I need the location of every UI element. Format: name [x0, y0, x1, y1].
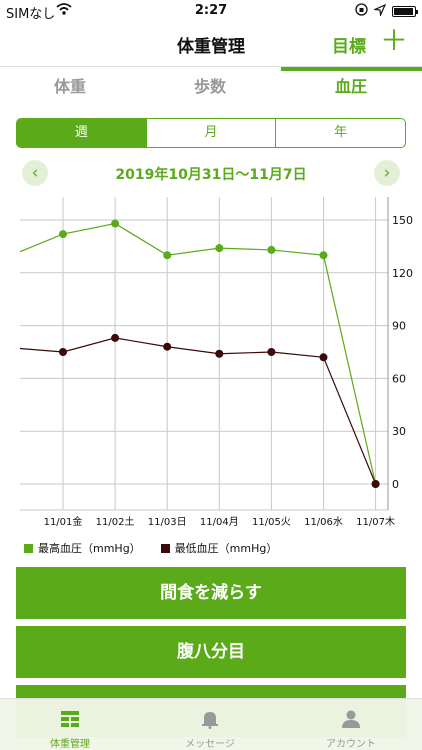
x-tick-label: 11/06水 [304, 516, 343, 528]
location-icon [372, 3, 387, 20]
battery-icon [392, 6, 418, 17]
goal-moderate-eating-button[interactable]: 腹八分目 [16, 626, 406, 678]
goal-reduce-snacks-button[interactable]: 間食を減らす [16, 567, 406, 619]
period-navigator: ‹ 2019年10月31日～11月7日 › [0, 158, 422, 188]
rotation-lock-icon [355, 3, 368, 20]
legend-diastolic: 最低血圧（mmHg） [160, 540, 278, 556]
data-point [163, 251, 172, 260]
prev-period-button[interactable]: ‹ [22, 160, 48, 186]
y-tick-label: 0 [392, 478, 399, 491]
period-label: 2019年10月31日～11月7日 [115, 167, 307, 183]
x-tick-label: 11/04月 [200, 516, 239, 528]
tab-steps[interactable]: 歩数 [193, 77, 226, 96]
clock: 2:27 [194, 3, 228, 18]
bottom-tab-account-label: アカウント [326, 739, 376, 750]
tab-blood-pressure[interactable]: 血圧 [334, 77, 367, 96]
data-point [267, 245, 276, 254]
y-tick-label: 90 [392, 320, 406, 333]
x-tick-label: 11/03日 [148, 517, 187, 528]
legend-swatch-systolic [24, 543, 33, 553]
bell-icon [200, 709, 220, 729]
x-tick-label: 11/07木 [356, 516, 395, 528]
user-icon [341, 709, 361, 729]
data-point [111, 219, 120, 228]
data-point [163, 342, 172, 351]
data-point [267, 348, 276, 356]
legend-label-diastolic: 最低血圧（mmHg） [174, 542, 278, 555]
data-point [111, 333, 120, 342]
blood-pressure-chart: 0 30 60 90 120 150 11/01金 11/02土 11/03日 11/04月 11/… [19, 197, 413, 528]
series-line [19, 222, 377, 485]
range-segmented-control: 週 月 年 [16, 118, 406, 148]
y-tick-label: 60 [392, 372, 406, 385]
bottom-tab-messages[interactable]: メッセージ [140, 699, 280, 750]
nav-bar: 体重管理 目標 ＋ [0, 22, 422, 66]
status-bar: SIMなし 2:27 [0, 0, 422, 22]
tab-weight[interactable]: 体重 [53, 77, 86, 96]
y-tick-label: 30 [392, 425, 406, 438]
y-tick-label: 150 [392, 214, 413, 227]
add-button[interactable]: ＋ [380, 24, 409, 57]
page-title: 体重管理 [177, 37, 245, 57]
data-point [319, 251, 328, 260]
data-point [59, 230, 67, 239]
x-tick-label: 11/05火 [252, 516, 291, 528]
bottom-tab-weight[interactable]: 体重管理 [0, 699, 140, 750]
next-period-button[interactable]: › [374, 160, 400, 186]
bottom-tab-bar: 体重管理 メッセージ アカウント [0, 698, 422, 750]
bottom-tab-weight-label: 体重管理 [50, 739, 90, 750]
chart-legend: 最高血圧（mmHg） 最低血圧（mmHg） [24, 540, 277, 556]
data-point [215, 349, 224, 358]
x-tick-label: 11/01金 [44, 515, 83, 528]
data-point [215, 244, 224, 253]
category-tabs: 体重 歩数 血圧 [0, 66, 422, 106]
list-icon [60, 709, 80, 729]
x-tick-label: 11/02土 [96, 515, 135, 528]
series-line [19, 337, 377, 485]
bottom-tab-account[interactable]: アカウント [281, 699, 421, 750]
data-point [59, 348, 67, 356]
segment-year[interactable]: 年 [275, 119, 405, 147]
segment-week[interactable]: 週 [17, 119, 146, 147]
segment-month[interactable]: 月 [145, 119, 276, 147]
tab-indicator [281, 67, 422, 71]
legend-swatch-diastolic [160, 543, 170, 553]
legend-systolic: 最高血圧（mmHg） [24, 540, 141, 556]
bottom-tab-messages-label: メッセージ [185, 739, 235, 750]
carrier-label: SIMなし [6, 7, 56, 22]
data-point [319, 353, 328, 362]
wifi-icon [56, 2, 72, 20]
y-tick-label: 120 [392, 267, 413, 280]
goal-button[interactable]: 目標 [332, 37, 366, 57]
data-point [371, 480, 380, 488]
legend-label-systolic: 最高血圧（mmHg） [38, 542, 141, 555]
